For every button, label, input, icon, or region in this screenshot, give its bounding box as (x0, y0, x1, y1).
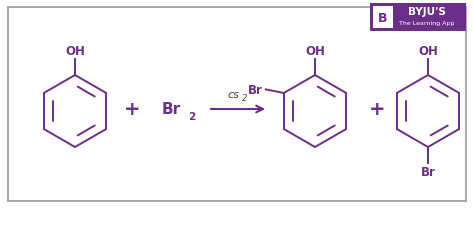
Text: 2: 2 (188, 112, 195, 121)
Text: +: + (124, 100, 140, 119)
Bar (373, 7, 393, 29)
Text: OH: OH (65, 45, 85, 57)
Text: Br: Br (162, 102, 181, 117)
Text: OH: OH (418, 45, 438, 57)
Text: +: + (369, 100, 385, 119)
Text: 2: 2 (242, 94, 248, 103)
Text: OH: OH (305, 45, 325, 57)
Bar (8, 8, 466, 201)
Text: Br: Br (420, 166, 436, 178)
Bar (370, 4, 466, 32)
Text: cs: cs (227, 90, 239, 100)
Text: BYJU'S: BYJU'S (408, 7, 446, 17)
Text: B: B (378, 11, 388, 25)
Text: The Learning App: The Learning App (399, 20, 455, 25)
Text: Br: Br (248, 84, 263, 96)
